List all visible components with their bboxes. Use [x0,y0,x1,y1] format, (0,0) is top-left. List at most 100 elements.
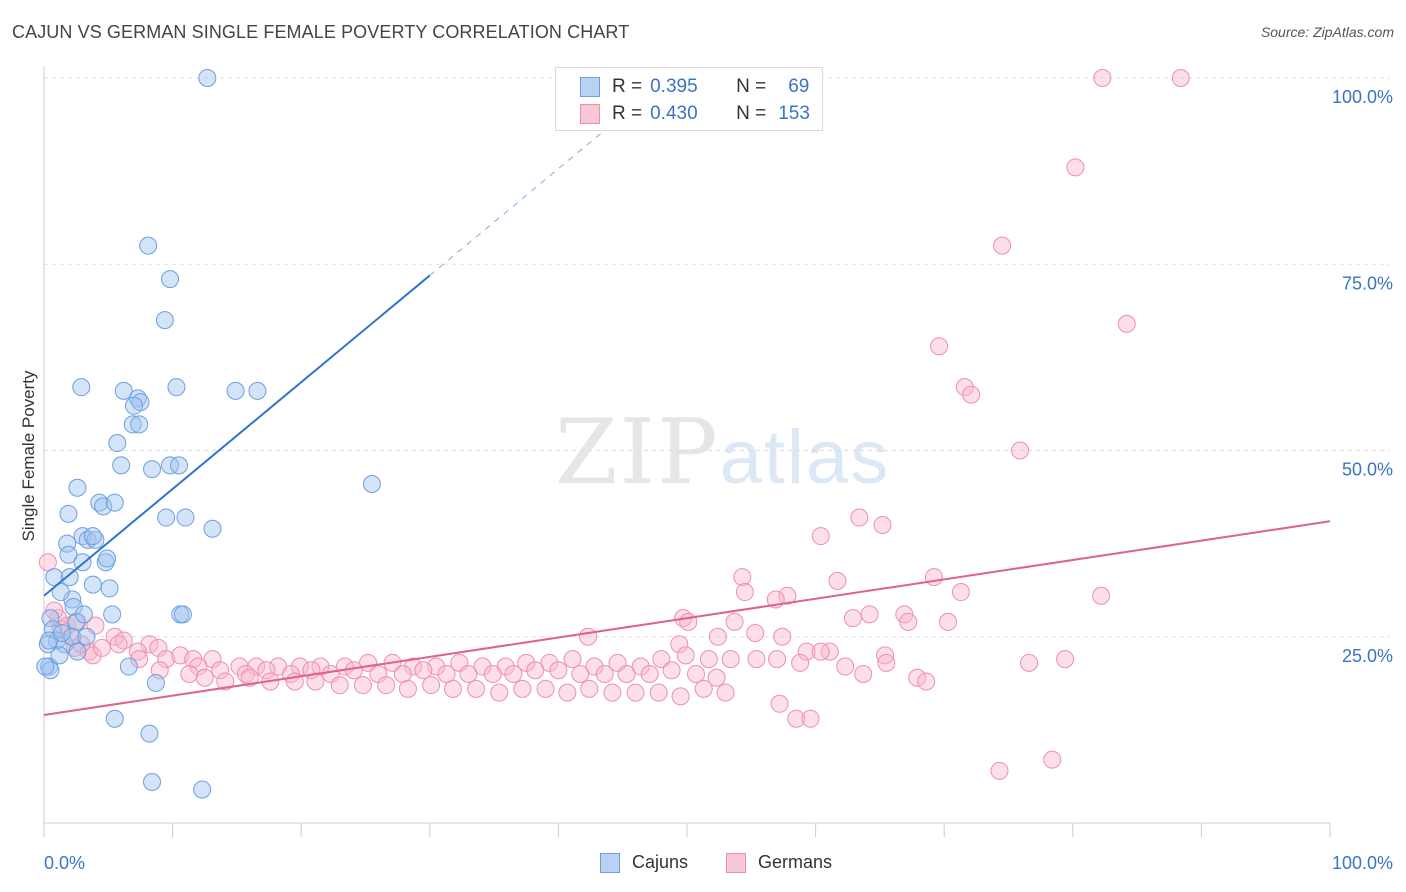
german-point [908,668,927,687]
german-point [694,679,713,698]
cajun-point [105,493,124,512]
cajun-point [125,396,144,415]
cajun-point [50,646,69,665]
german-point [344,661,363,680]
cajun-point [98,549,117,568]
german-point [811,642,830,661]
cajuns-swatch [600,852,620,873]
legend-r-value: 0.395 [650,76,698,97]
german-point [1171,69,1190,87]
legend-n-label: N = [736,103,767,124]
german-point [733,568,752,587]
german-point [459,665,478,683]
german-point [83,646,102,665]
source-label: Source: ZipAtlas.com [1260,24,1394,40]
cajun-point [362,475,381,494]
german-point [490,683,509,702]
cajun-point [72,378,91,397]
legend-r-label: R = [612,76,643,97]
german-point [626,683,645,702]
cajun-point [59,545,78,564]
cajun-point [123,415,142,434]
german-point [640,665,659,683]
legend-row-germans: R = 0.430 N = 153 [580,102,810,126]
cajun-point [83,575,102,594]
stats-legend: R = 0.395 N = 69 R = 0.430 N = 153 [555,67,823,131]
cajun-point [112,456,131,475]
german-point [860,605,879,624]
german-point [828,571,847,590]
german-point [778,586,797,605]
cajun-point [59,504,78,523]
cajun-point [68,642,87,661]
y-tick-label: 75.0% [1342,273,1393,293]
cajun-point [146,673,165,692]
german-point [1011,441,1030,460]
watermark-atlas: atlas [719,415,891,500]
german-point [939,612,958,631]
x-tick-label: 100.0% [1332,853,1393,873]
german-point [877,653,896,672]
cajun-point [161,270,180,289]
cajun-point [51,583,70,602]
german-point [603,683,622,702]
cajun-point [203,519,222,538]
cajun-point [64,597,83,616]
german-point [797,642,816,661]
german-point [443,679,462,698]
cajun-point [114,381,133,400]
german-point [189,657,208,676]
german-point [843,609,862,628]
german-point [38,553,57,572]
german-point [670,635,689,654]
german-point [735,583,754,602]
german-point [791,653,810,672]
cajun-point [68,478,87,497]
watermark-zip: ZIP [555,400,720,505]
german-point [1117,314,1136,333]
german-point [617,665,636,683]
german-point [422,676,441,695]
y-axis-label: Single Female Poverty [19,370,38,542]
german-point [631,657,650,676]
cajun-point [157,508,176,527]
german-point [1092,586,1111,605]
german-point [699,650,718,669]
german-point [571,665,590,683]
watermark: ZIPatlas [555,400,890,505]
german-point [398,679,417,698]
germans-swatch [580,104,600,124]
chart-title: CAJUN VS GERMAN SINGLE FEMALE POVERTY CO… [12,22,630,42]
german-point [504,665,523,683]
german-point [801,709,820,728]
german-point [414,661,433,680]
cajun-point [161,456,180,475]
cajun-point [170,456,189,475]
cajun-point [173,605,192,624]
cajun-point [198,69,217,87]
cajun-point [139,236,158,255]
german-point [580,679,599,698]
german-point [211,661,230,680]
german-point [917,672,936,691]
y-tick-label: 25.0% [1342,646,1393,666]
german-point [924,568,943,587]
german-point [676,646,695,665]
german-point [951,583,970,602]
german-point [770,694,789,713]
legend-n-value: 153 [778,103,810,124]
german-point [483,665,502,683]
german-point [811,527,830,546]
german-point [540,653,559,672]
german-point [820,642,839,661]
cajun-point [105,709,124,728]
germans-label: Germans [758,852,833,872]
german-point [721,650,740,669]
german-point [687,665,706,683]
legend-n-label: N = [736,76,767,97]
german-point [850,508,869,527]
german-point [787,709,806,728]
cajun-point [176,508,195,527]
cajun-point [100,579,119,598]
y-tick-label: 50.0% [1342,460,1393,480]
